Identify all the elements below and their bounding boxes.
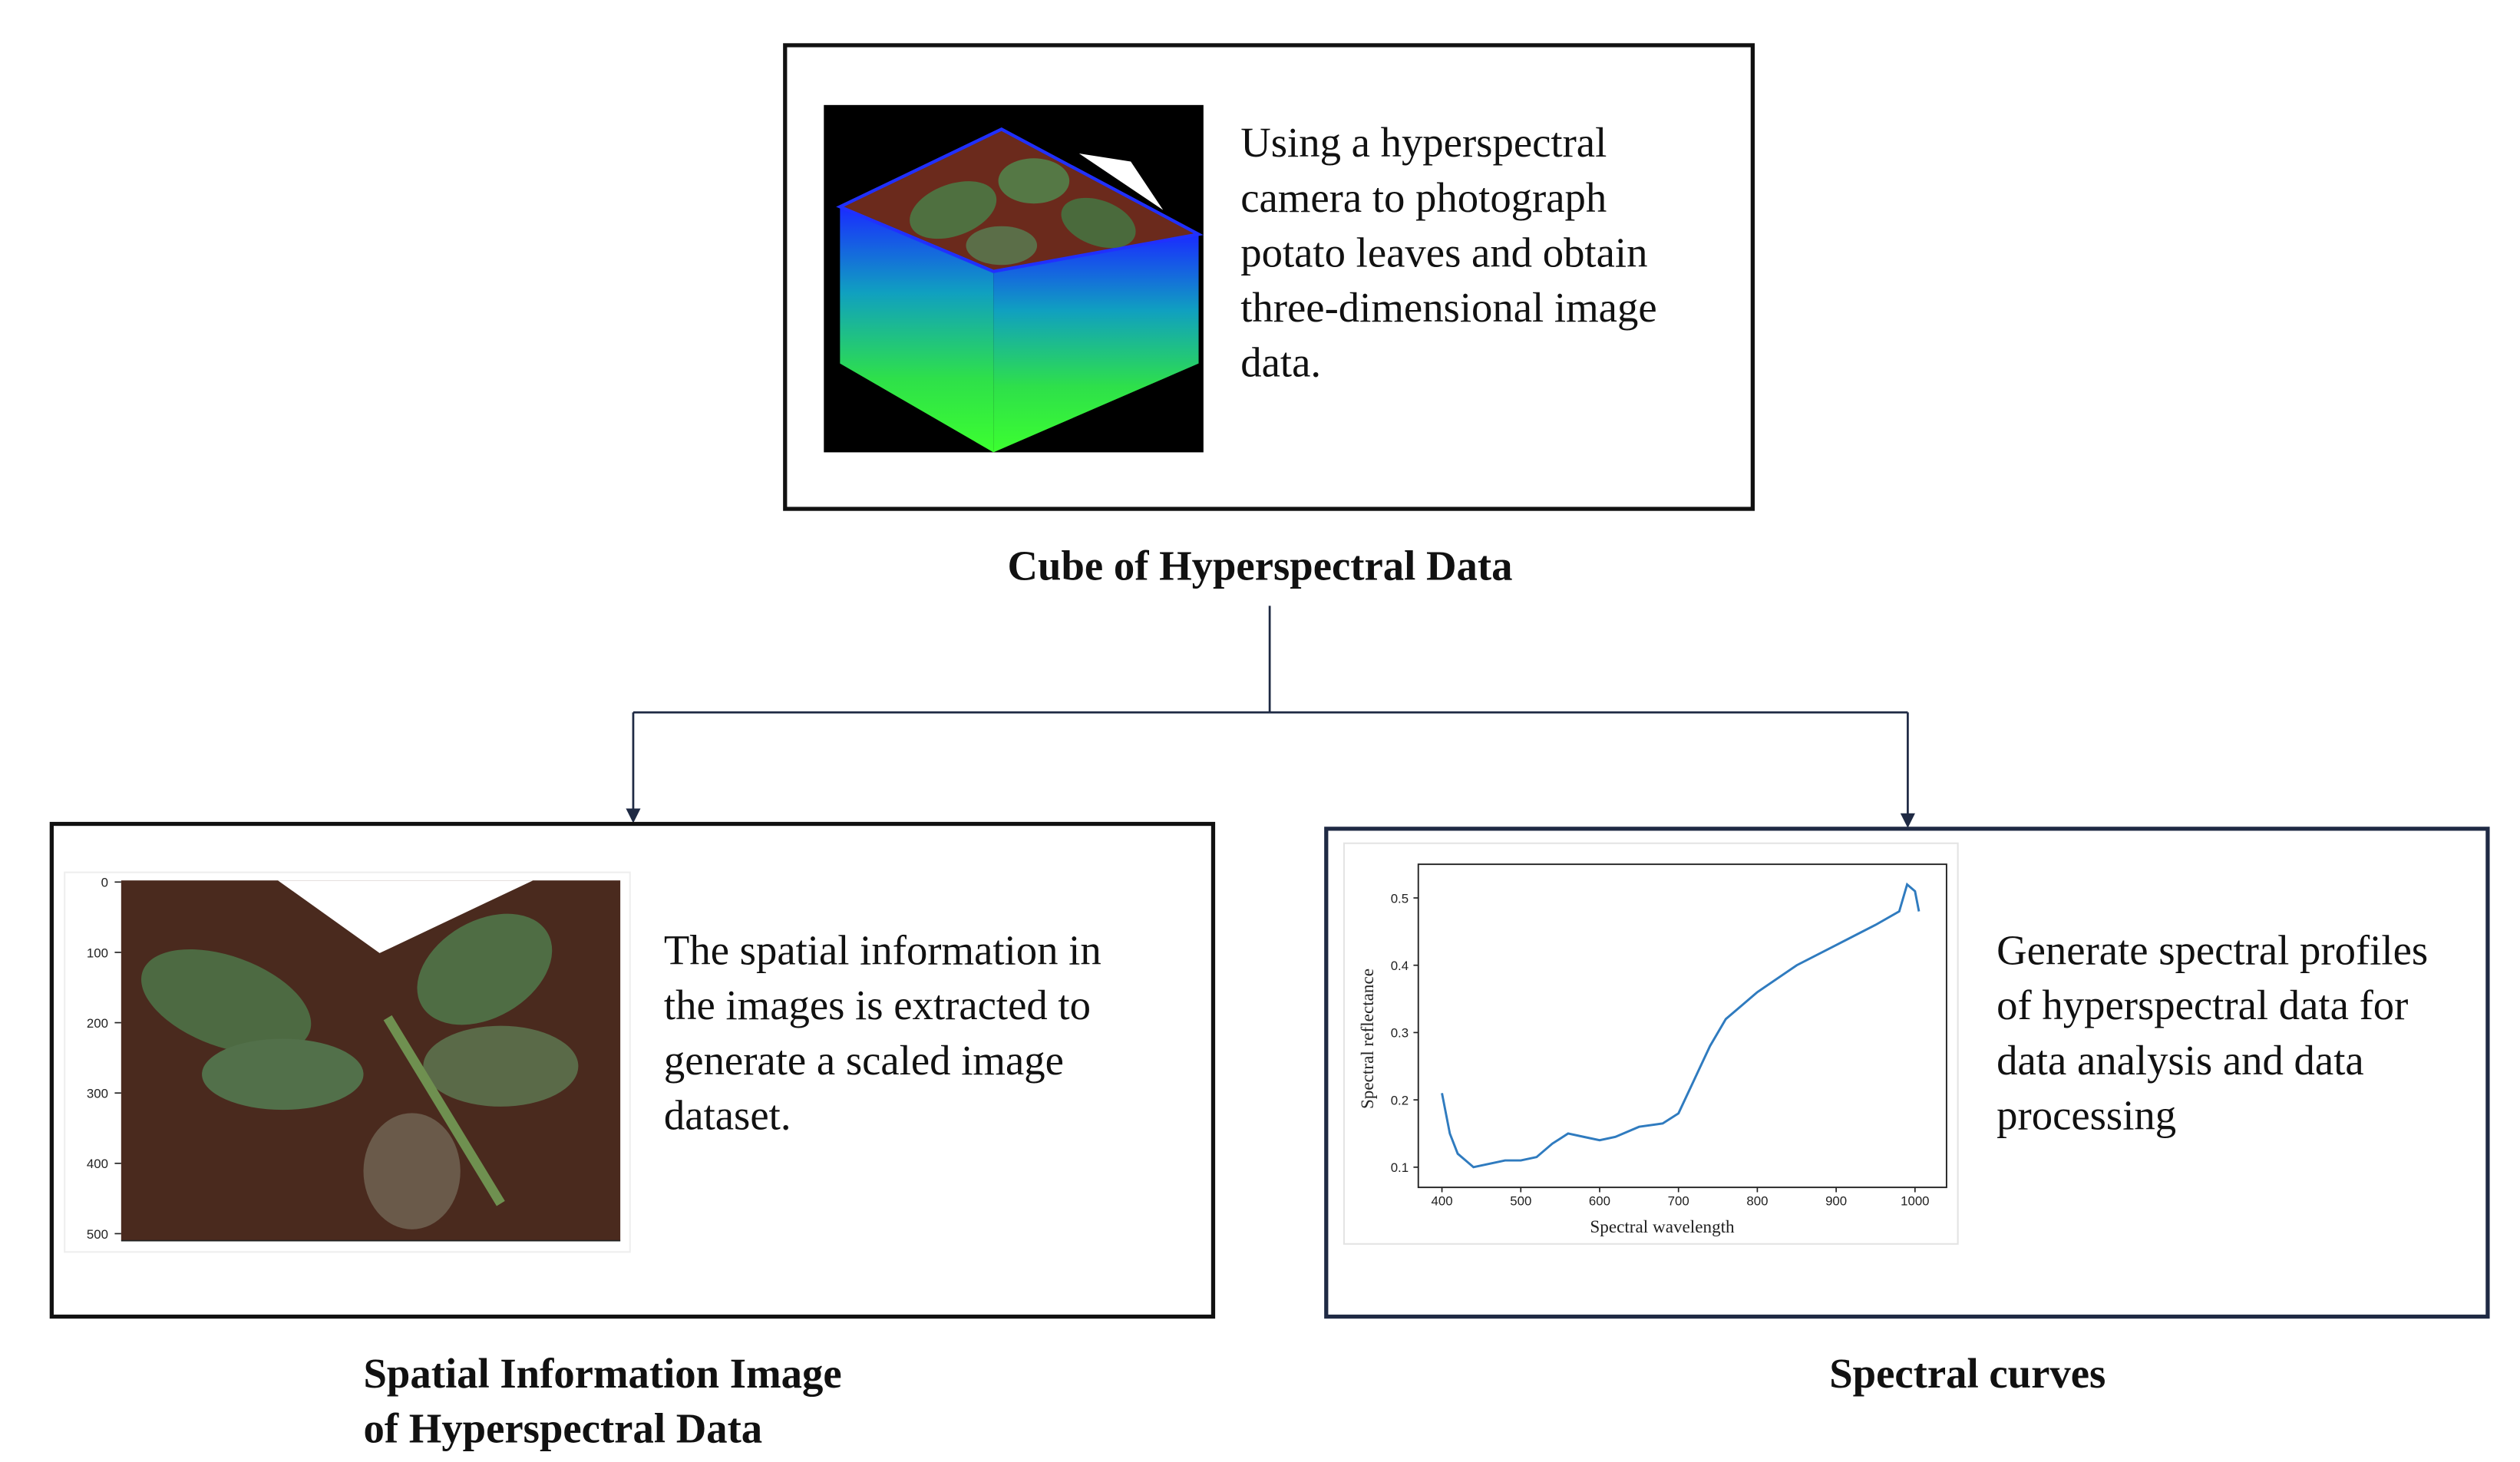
y-tick-label: 0.1 (1391, 1160, 1409, 1175)
right-caption: Spectral curves (1829, 1350, 2106, 1397)
y-tick-label: 0.5 (1391, 891, 1409, 906)
y-tick-label: 100 (87, 946, 108, 960)
plot-frame (1417, 863, 1947, 1189)
y-tick-label: 300 (87, 1087, 108, 1101)
y-tick-label: 0.3 (1391, 1026, 1409, 1041)
x-tick-label: 800 (1746, 1193, 1768, 1208)
y-tick-label: 400 (87, 1157, 108, 1171)
left-text-line: dataset. (664, 1091, 791, 1138)
right-text-line: data analysis and data (1997, 1037, 2364, 1084)
top-text-line: camera to photograph (1240, 174, 1607, 221)
right-text-line: Generate spectral profiles (1997, 927, 2428, 974)
x-tick-label: 600 (1589, 1193, 1610, 1208)
y-tick-label: 0 (101, 876, 108, 890)
x-tick-label: 1000 (1901, 1193, 1929, 1208)
x-tick-label: 900 (1825, 1193, 1847, 1208)
spectral-curve (1441, 882, 1921, 1169)
left-text-line: generate a scaled image (664, 1037, 1064, 1084)
y-tick-label: 200 (87, 1016, 108, 1031)
top-text-line: three-dimensional image (1240, 284, 1656, 331)
x-tick-label: 400 (1432, 1193, 1453, 1208)
left-box (49, 821, 1216, 1319)
left-text-line: The spatial information in (664, 927, 1101, 974)
x-tick-label: 500 (1510, 1193, 1531, 1208)
top-text-line: data. (1240, 338, 1321, 385)
right-text-line: processing (1997, 1091, 2176, 1138)
y-tick-label: 0.4 (1391, 959, 1409, 973)
x-tick-label: 700 (1668, 1193, 1689, 1208)
top-caption: Cube of Hyperspectral Data (1008, 543, 1513, 589)
plot-panel (1343, 842, 1959, 1245)
left-caption: Spatial Information Image (364, 1350, 842, 1397)
cube-image (824, 104, 1204, 453)
top-text-line: potato leaves and obtain (1240, 229, 1647, 276)
right-text-line: of hyperspectral data for (1997, 982, 2408, 1028)
top-box (783, 43, 1755, 511)
y-tick-label: 500 (87, 1227, 108, 1242)
left-caption: of Hyperspectral Data (364, 1405, 763, 1452)
top-text-line: Using a hyperspectral (1240, 119, 1607, 166)
left-text-line: the images is extracted to (664, 982, 1091, 1028)
y-tick-label: 0.2 (1391, 1093, 1409, 1107)
x-axis-label: Spectral wavelength (1590, 1217, 1735, 1237)
y-axis-label: Spectral reflectance (1358, 969, 1378, 1109)
connector (626, 606, 1915, 828)
right-box (1324, 827, 2490, 1319)
spatial-image (64, 871, 631, 1253)
